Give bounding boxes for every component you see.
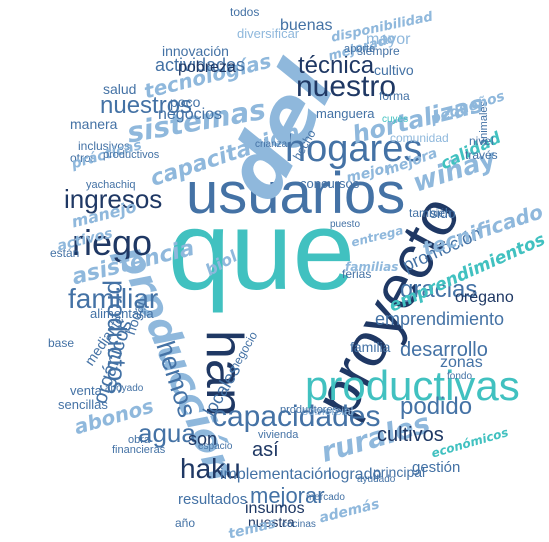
word-nuestra: nuestra bbox=[248, 514, 295, 530]
word-podido: podido bbox=[400, 393, 473, 420]
word-riego: riego bbox=[72, 222, 153, 263]
word-son: son bbox=[188, 429, 218, 449]
word-logrado: logrado bbox=[328, 466, 382, 483]
word-ferias: ferias bbox=[342, 267, 372, 281]
word-forma: forma bbox=[379, 89, 410, 103]
word-agua: agua bbox=[138, 418, 196, 448]
word-comunidad: comunidad bbox=[390, 131, 449, 145]
word-haku: haku bbox=[180, 453, 241, 484]
word-hogares: hogares bbox=[285, 128, 423, 170]
word-familiar: familiar bbox=[68, 283, 159, 314]
word-todos: todos bbox=[230, 5, 260, 19]
word-puesto: puesto bbox=[330, 219, 361, 230]
word-mayor: mayor bbox=[366, 31, 411, 48]
word-diversificar: diversificar bbox=[237, 26, 300, 41]
word-inclusivos: inclusivos bbox=[78, 139, 131, 153]
word-tambien: también bbox=[409, 206, 452, 220]
word-productivos: productivos bbox=[103, 149, 160, 161]
word-oregano: orégano bbox=[455, 289, 514, 306]
word-financieras: financieras bbox=[112, 444, 166, 456]
word-productivas: productivas bbox=[305, 362, 520, 409]
word-buenas: buenas bbox=[280, 17, 333, 34]
word-implementacion: implementación bbox=[220, 466, 333, 483]
word-sencillas: sencillas bbox=[58, 397, 108, 412]
word-cocinas: cocinas bbox=[282, 519, 316, 530]
word-comercial: comercial bbox=[302, 404, 354, 418]
word-espacio: espacio bbox=[198, 441, 233, 452]
word-capacidades: capacidades bbox=[212, 400, 381, 433]
word-principal: principal bbox=[373, 464, 426, 480]
word-siempre: siempre bbox=[357, 44, 400, 58]
word-aporte: aporte bbox=[344, 43, 376, 55]
word-manera: manera bbox=[70, 116, 118, 132]
word-base: base bbox=[48, 336, 75, 350]
word-asi: así bbox=[252, 439, 279, 461]
word-cuyes: cuyes bbox=[382, 114, 409, 125]
word-apoyado: apoyado bbox=[105, 383, 144, 394]
word-salud: salud bbox=[103, 81, 137, 97]
word-usuarios: usuarios bbox=[186, 161, 406, 226]
word-yachachiq: yachachiq bbox=[86, 179, 136, 191]
word-alimentaria: alimentaria bbox=[90, 306, 154, 321]
word-emprendimiento: emprendimiento bbox=[375, 309, 505, 329]
word-ingresos: ingresos bbox=[64, 184, 163, 214]
word-innovacion: innovación bbox=[162, 43, 229, 59]
word-mercado: mercado bbox=[306, 492, 345, 503]
word-productores: productores bbox=[280, 404, 339, 416]
word-fondo: fondo bbox=[447, 371, 473, 382]
word-estan: están bbox=[50, 246, 80, 260]
word-gestion: gestión bbox=[412, 459, 461, 476]
word-que: que bbox=[168, 188, 355, 313]
word-nivel: nivel bbox=[469, 134, 494, 148]
word-cultivos: cultivos bbox=[377, 424, 444, 446]
word-gracias: gracias bbox=[400, 276, 478, 303]
word-ayudado: ayudado bbox=[357, 474, 396, 485]
word-tecnica: técnica bbox=[298, 52, 375, 79]
word-otros: otros bbox=[70, 151, 97, 165]
word-nuestro: nuestro bbox=[296, 70, 397, 103]
word-sido: sido bbox=[430, 205, 456, 221]
word-ano: año bbox=[175, 516, 196, 530]
word-familia: familia bbox=[350, 339, 391, 355]
cloud-disc-background bbox=[8, 4, 542, 538]
word-pobreza: pobreza bbox=[178, 59, 236, 76]
word-crianza: crianza bbox=[255, 139, 288, 150]
word-manguera: manguera bbox=[316, 106, 375, 121]
word-mejorar: mejorar bbox=[250, 483, 325, 508]
word-cultivo: cultivo bbox=[374, 62, 414, 78]
word-negocios: negocios bbox=[158, 106, 223, 123]
word-venta: venta bbox=[70, 383, 102, 398]
word-traves: través bbox=[465, 148, 498, 162]
word-poco: poco bbox=[170, 94, 201, 110]
word-obra: obra bbox=[128, 434, 151, 446]
word-familias: familias bbox=[345, 260, 399, 274]
word-nuestros: nuestros bbox=[100, 92, 193, 119]
word-zonas: zonas bbox=[440, 354, 483, 371]
word-desarrollo: desarrollo bbox=[400, 339, 488, 361]
word-resultados: resultados bbox=[178, 491, 248, 508]
word-concursos: concursos bbox=[300, 176, 360, 191]
word-actividades: actividades bbox=[155, 55, 246, 75]
word-insumos: insumos bbox=[245, 500, 305, 517]
word-vivienda: vivienda bbox=[258, 429, 299, 441]
